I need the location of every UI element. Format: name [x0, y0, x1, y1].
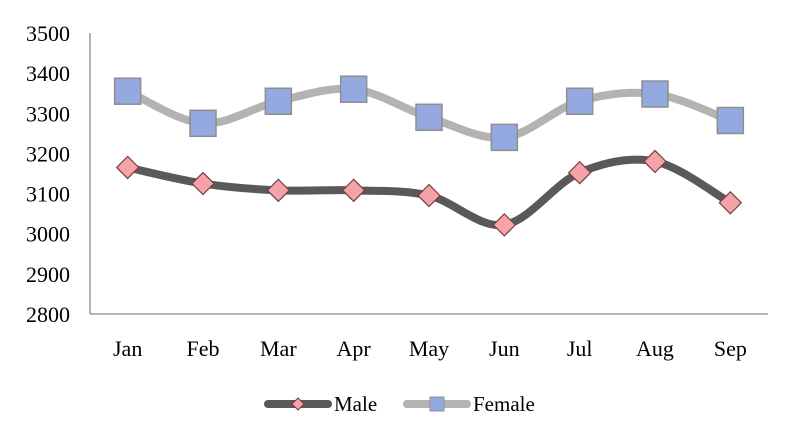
- y-tick-label: 3000: [26, 222, 70, 247]
- y-tick-label: 3500: [26, 21, 70, 46]
- series-male: [115, 149, 743, 237]
- legend-label-male: Male: [334, 392, 377, 416]
- legend-label-female: Female: [473, 392, 535, 416]
- male-point-mar: [266, 178, 291, 203]
- male-point-jun: [492, 213, 517, 237]
- y-tick-label: 3100: [26, 182, 70, 207]
- x-tick-label: Feb: [187, 336, 220, 361]
- male-point-apr: [341, 178, 366, 203]
- female-point-sep: [716, 106, 745, 135]
- male-point-may: [417, 183, 441, 208]
- legend-item-female: Female: [403, 392, 535, 416]
- legend-item-male: Male: [264, 392, 377, 416]
- y-tick-label: 3400: [26, 61, 70, 86]
- legend: Male Female: [264, 392, 535, 416]
- x-tick-label: May: [409, 336, 449, 361]
- female-point-may: [415, 103, 443, 132]
- y-tick-label: 3300: [26, 101, 70, 126]
- female-point-jul: [565, 87, 594, 115]
- female-point-jun: [490, 123, 519, 152]
- x-tick-label: Jul: [567, 336, 593, 361]
- female-point-feb: [189, 109, 217, 138]
- x-axis-tick-labels: Jan Feb Mar Apr May Jun Jul Aug Sep: [113, 336, 747, 361]
- female-point-apr: [339, 75, 368, 103]
- series-female: [113, 75, 745, 152]
- female-point-jan: [113, 77, 142, 105]
- male-point-sep: [718, 190, 743, 215]
- male-point-aug: [643, 149, 667, 174]
- y-axis-tick-labels: 2800 2900 3000 3100 3200 3300 3400 3500: [26, 21, 70, 327]
- x-tick-label: Sep: [714, 336, 747, 361]
- male-point-jan: [115, 155, 140, 180]
- x-tick-label: Jun: [489, 336, 520, 361]
- series-layer: [113, 75, 745, 237]
- x-tick-label: Mar: [260, 336, 297, 361]
- y-tick-label: 2800: [26, 302, 70, 327]
- legend-marker-female: [429, 396, 445, 412]
- legend-marker-male: [291, 397, 305, 411]
- y-tick-label: 2900: [26, 262, 70, 287]
- chart-axes: [89, 33, 768, 315]
- y-tick-label: 3200: [26, 141, 70, 166]
- male-point-jul: [567, 160, 592, 185]
- x-tick-label: Aug: [636, 336, 674, 361]
- male-point-feb: [191, 171, 215, 196]
- x-tick-label: Jan: [113, 336, 142, 361]
- female-point-aug: [641, 80, 669, 108]
- female-point-mar: [264, 87, 293, 115]
- x-tick-label: Apr: [337, 336, 372, 361]
